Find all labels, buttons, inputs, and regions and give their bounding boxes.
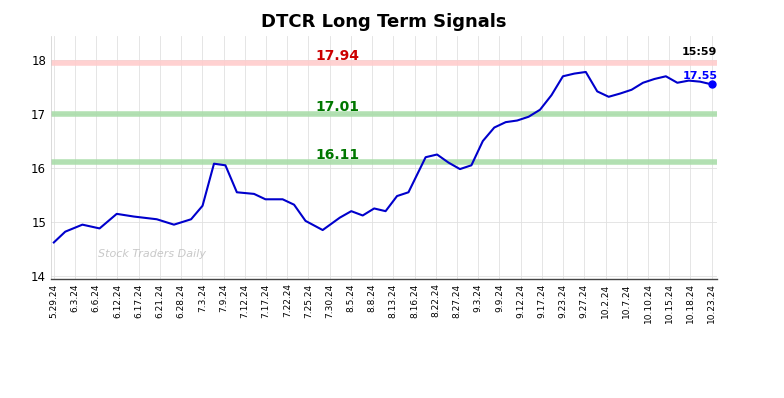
Text: 16.11: 16.11 [315, 148, 360, 162]
Text: 15:59: 15:59 [682, 47, 717, 57]
Text: Stock Traders Daily: Stock Traders Daily [97, 249, 205, 259]
Text: 17.94: 17.94 [315, 49, 360, 63]
Title: DTCR Long Term Signals: DTCR Long Term Signals [261, 14, 507, 31]
Text: 17.55: 17.55 [682, 71, 717, 81]
Text: 17.01: 17.01 [315, 100, 360, 113]
